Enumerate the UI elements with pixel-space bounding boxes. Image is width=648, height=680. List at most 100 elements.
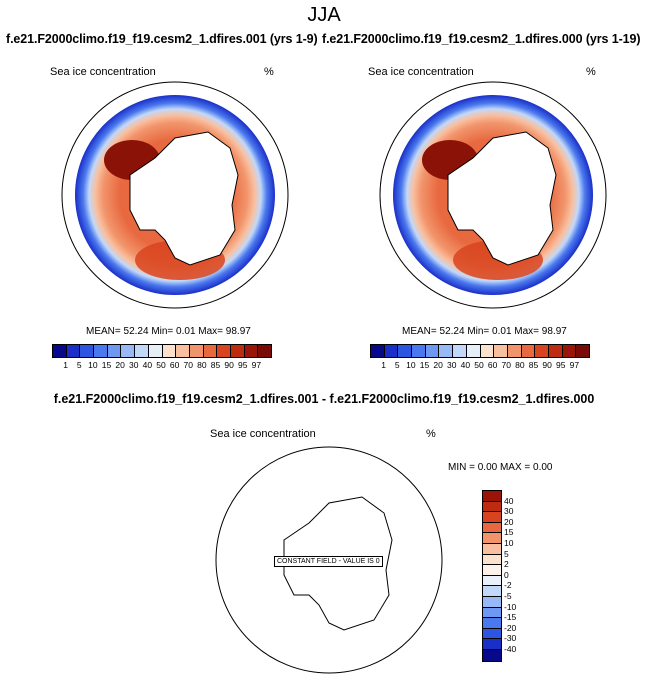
right-polar-map [379, 81, 607, 309]
colorbar-tick-label: 40 [142, 360, 153, 370]
colorbar-tick-label: 40 [504, 495, 514, 506]
colorbar-tick-label: 20 [115, 360, 125, 370]
colorbar-swatch [548, 345, 563, 357]
colorbar-swatch [398, 345, 413, 357]
colorbar-tick-label: -20 [504, 622, 517, 633]
colorbar-tick-label: 97 [251, 360, 262, 370]
colorbar-tick-label: 90 [224, 360, 234, 370]
colorbar-tick-label: 90 [542, 360, 552, 370]
colorbar-swatch [483, 554, 501, 566]
colorbar-tick-label: 5 [76, 360, 82, 370]
colorbar-tick-label: 10 [406, 360, 416, 370]
colorbar-swatch [483, 501, 501, 513]
colorbar-tick-label: 10 [88, 360, 98, 370]
colorbar-swatch [494, 345, 508, 357]
left-units-label: % [264, 66, 274, 78]
colorbar-swatch [412, 345, 426, 357]
colorbar-tick-label: 1 [63, 360, 68, 370]
right-variable-label: Sea ice concentration [368, 66, 474, 78]
colorbar-swatch [562, 345, 577, 357]
difference-title: f.e21.F2000climo.f19_f19.cesm2_1.dfires.… [53, 392, 595, 406]
colorbar-swatch [80, 345, 95, 357]
right-colorbar-ticks: 1 5 10 15 20 30 40 50 60 70 80 85 90 95 97 [370, 360, 588, 372]
left-polar-map [61, 81, 289, 309]
colorbar-tick-label: 5 [394, 360, 400, 370]
colorbar-swatch [244, 345, 259, 357]
colorbar-tick-label: -2 [504, 580, 512, 591]
diff-variable-label: Sea ice concentration [210, 428, 316, 440]
right-units-label: % [586, 66, 596, 78]
colorbar-tick-label: -15 [504, 612, 517, 623]
colorbar-swatch [94, 345, 108, 357]
colorbar-swatch [507, 345, 522, 357]
colorbar-swatch [480, 345, 495, 357]
colorbar-swatch [439, 345, 454, 357]
colorbar-tick-label: 85 [528, 360, 539, 370]
colorbar-swatch [483, 649, 501, 661]
colorbar-tick-label: 10 [504, 538, 514, 548]
colorbar-tick-label: 70 [183, 360, 193, 370]
diff-stats: MIN = 0.00 MAX = 0.00 [448, 462, 553, 473]
colorbar-swatch [483, 533, 501, 544]
colorbar-tick-label: 30 [504, 506, 514, 517]
colorbar-swatch [148, 345, 163, 357]
colorbar-swatch [230, 345, 245, 357]
colorbar-swatch [203, 345, 218, 357]
right-case-title: f.e21.F2000climo.f19_f19.cesm2_1.dfires.… [322, 32, 641, 46]
colorbar-swatch [217, 345, 231, 357]
left-colorbar-ticks: 1 5 10 15 20 30 40 50 60 70 80 85 90 95 97 [52, 360, 270, 372]
colorbar-swatch [483, 639, 501, 650]
colorbar-swatch [371, 345, 385, 357]
colorbar-tick-label: 50 [474, 360, 484, 370]
colorbar-tick-label: 5 [504, 548, 509, 559]
right-colorbar [370, 344, 590, 358]
colorbar-tick-label: 70 [501, 360, 511, 370]
colorbar-swatch [483, 596, 501, 608]
colorbar-swatch [384, 345, 399, 357]
colorbar-swatch [162, 345, 177, 357]
diff-units-label: % [426, 428, 436, 440]
colorbar-swatch [535, 345, 549, 357]
antarctica-outline [129, 131, 239, 266]
colorbar-tick-label: 0 [504, 569, 509, 580]
colorbar-swatch [453, 345, 467, 357]
colorbar-tick-label: 1 [381, 360, 386, 370]
colorbar-tick-label: -30 [504, 633, 517, 644]
colorbar-swatch [483, 607, 501, 619]
constant-field-label: CONSTANT FIELD - VALUE IS 0 [274, 556, 383, 567]
colorbar-tick-label: 95 [238, 360, 248, 370]
colorbar-swatch [466, 345, 481, 357]
colorbar-tick-label: 15 [101, 360, 112, 370]
colorbar-tick-label: 60 [487, 360, 498, 370]
colorbar-swatch [483, 565, 501, 576]
colorbar-swatch [483, 512, 501, 523]
colorbar-swatch [258, 345, 271, 357]
right-stats: MEAN= 52.24 Min= 0.01 Max= 98.97 [402, 326, 567, 337]
colorbar-tick-label: 80 [197, 360, 207, 370]
colorbar-swatch [121, 345, 136, 357]
colorbar-swatch [66, 345, 81, 357]
colorbar-tick-label: 30 [129, 360, 139, 370]
left-variable-label: Sea ice concentration [50, 66, 156, 78]
colorbar-swatch [576, 345, 589, 357]
colorbar-tick-label: 97 [569, 360, 580, 370]
colorbar-tick-label: 50 [156, 360, 166, 370]
colorbar-swatch [176, 345, 190, 357]
colorbar-tick-label: 80 [515, 360, 525, 370]
colorbar-swatch [483, 522, 501, 534]
colorbar-tick-label: 30 [447, 360, 457, 370]
colorbar-swatch [189, 345, 204, 357]
difference-colorbar [482, 490, 502, 662]
colorbar-swatch [483, 628, 501, 640]
colorbar-tick-label: 20 [433, 360, 443, 370]
left-case-title: f.e21.F2000climo.f19_f19.cesm2_1.dfires.… [6, 32, 318, 46]
colorbar-swatch [483, 575, 501, 587]
colorbar-swatch [483, 618, 501, 629]
colorbar-tick-label: 95 [556, 360, 566, 370]
colorbar-swatch [483, 586, 501, 597]
colorbar-swatch [425, 345, 440, 357]
colorbar-tick-label: -40 [504, 644, 517, 654]
colorbar-tick-label: 40 [460, 360, 471, 370]
colorbar-tick-label: 60 [169, 360, 180, 370]
colorbar-tick-label: 2 [504, 559, 509, 570]
